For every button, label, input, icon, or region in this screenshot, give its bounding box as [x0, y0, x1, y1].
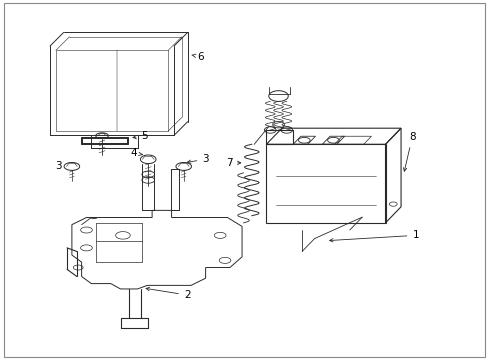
Text: 7: 7 — [225, 158, 240, 168]
Text: 3: 3 — [187, 154, 208, 164]
Text: 2: 2 — [146, 287, 190, 300]
Text: 6: 6 — [191, 52, 203, 62]
Text: 5: 5 — [133, 131, 148, 141]
Text: 1: 1 — [329, 230, 418, 242]
Text: 8: 8 — [403, 132, 415, 171]
Text: 4: 4 — [130, 148, 142, 158]
Text: 3: 3 — [55, 161, 62, 171]
